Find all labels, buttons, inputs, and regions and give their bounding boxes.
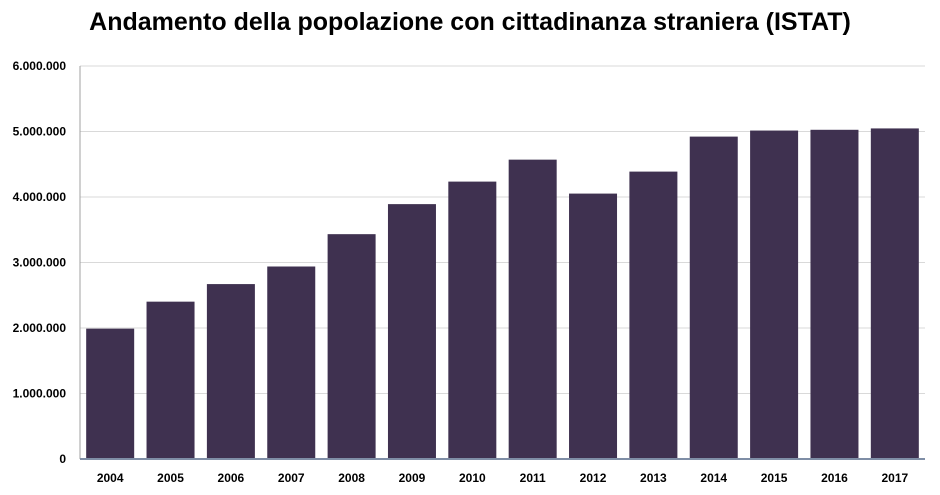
y-tick-label: 3.000.000 [13, 256, 67, 270]
bar-2007 [267, 266, 316, 459]
bar-2005 [146, 301, 195, 459]
bar-2009 [387, 204, 436, 459]
bar-2011 [508, 159, 557, 460]
chart-title: Andamento della popolazione con cittadin… [89, 8, 851, 36]
x-tick-label: 2017 [881, 471, 908, 485]
x-tick-label: 2016 [821, 471, 848, 485]
x-tick-label: 2004 [97, 471, 124, 485]
x-tick-label: 2006 [218, 471, 245, 485]
y-tick-label: 5.000.000 [13, 125, 67, 139]
bar-2014 [689, 136, 738, 459]
bar-2017 [870, 128, 919, 459]
bar-2016 [810, 129, 859, 459]
x-tick-label: 2009 [399, 471, 426, 485]
bar-2004 [86, 328, 135, 459]
bar-2012 [569, 193, 618, 460]
x-tick-label: 2011 [520, 471, 546, 485]
bar-2015 [750, 130, 799, 459]
x-tick-label: 2007 [278, 471, 305, 485]
x-tick-label: 2010 [459, 471, 486, 485]
y-tick-label: 0 [59, 452, 66, 466]
x-tick-label: 2005 [157, 471, 184, 485]
x-tick-label: 2015 [761, 471, 788, 485]
x-tick-label: 2008 [338, 471, 365, 485]
y-tick-label: 1.000.000 [13, 387, 67, 401]
x-tick-label: 2014 [700, 471, 727, 485]
x-tick-label: 2012 [580, 471, 607, 485]
bar-2013 [629, 171, 678, 459]
y-tick-label: 2.000.000 [13, 321, 67, 335]
x-tick-label: 2013 [640, 471, 667, 485]
bar-2010 [448, 181, 497, 459]
bar-2006 [206, 284, 255, 459]
bar-2008 [327, 234, 376, 459]
y-tick-label: 4.000.000 [13, 190, 67, 204]
y-tick-label: 6.000.000 [13, 59, 67, 73]
